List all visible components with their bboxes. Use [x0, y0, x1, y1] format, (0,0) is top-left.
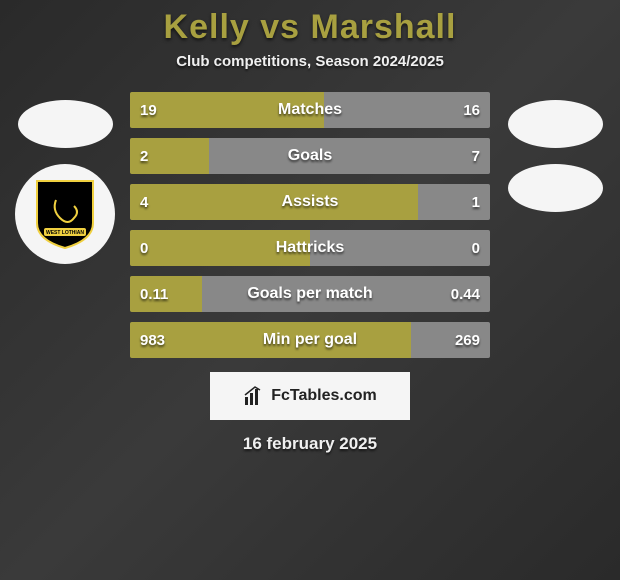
player-right-avatar — [508, 100, 603, 148]
stat-bar-fill-left — [130, 322, 411, 358]
player-left-badge: WEST LOTHIAN — [15, 164, 115, 264]
stat-value-right: 0 — [472, 230, 480, 266]
page-subtitle: Club competitions, Season 2024/2025 — [176, 53, 444, 70]
stat-bar-fill-left — [130, 92, 324, 128]
stat-bar-fill-right — [209, 138, 490, 174]
brand-text: FcTables.com — [271, 387, 377, 405]
stat-value-left: 0 — [140, 230, 148, 266]
stat-bar: 00Hattricks — [130, 230, 490, 266]
stat-value-right: 7 — [472, 138, 480, 174]
stat-value-left: 19 — [140, 92, 157, 128]
main-row: WEST LOTHIAN 1916Matches27Goals41Assists… — [0, 92, 620, 358]
stat-value-left: 2 — [140, 138, 148, 174]
stats-bars: 1916Matches27Goals41Assists00Hattricks0.… — [130, 92, 490, 358]
stat-value-right: 16 — [463, 92, 480, 128]
stat-value-right: 0.44 — [451, 276, 480, 312]
player-left-column: WEST LOTHIAN — [10, 92, 120, 264]
brand-chart-icon — [243, 385, 265, 407]
player-right-badge — [508, 164, 603, 212]
player-left-avatar — [18, 100, 113, 148]
stat-value-right: 1 — [472, 184, 480, 220]
date-text: 16 february 2025 — [243, 434, 377, 454]
stat-value-left: 4 — [140, 184, 148, 220]
stat-bar: 27Goals — [130, 138, 490, 174]
stat-bar: 983269Min per goal — [130, 322, 490, 358]
stat-bar: 1916Matches — [130, 92, 490, 128]
stat-bar-fill-left — [130, 184, 418, 220]
club-badge-icon: WEST LOTHIAN — [34, 178, 96, 250]
stat-bar: 0.110.44Goals per match — [130, 276, 490, 312]
stat-value-left: 983 — [140, 322, 165, 358]
player-right-column — [500, 92, 610, 212]
stat-bar-fill-right — [202, 276, 490, 312]
stat-bar: 41Assists — [130, 184, 490, 220]
stat-value-right: 269 — [455, 322, 480, 358]
svg-text:WEST LOTHIAN: WEST LOTHIAN — [46, 230, 84, 236]
stat-value-left: 0.11 — [140, 276, 168, 312]
comparison-widget: Kelly vs Marshall Club competitions, Sea… — [0, 0, 620, 454]
brand-box[interactable]: FcTables.com — [210, 372, 410, 420]
page-title: Kelly vs Marshall — [164, 8, 457, 47]
stat-bar-fill-right — [310, 230, 490, 266]
stat-bar-fill-left — [130, 230, 310, 266]
